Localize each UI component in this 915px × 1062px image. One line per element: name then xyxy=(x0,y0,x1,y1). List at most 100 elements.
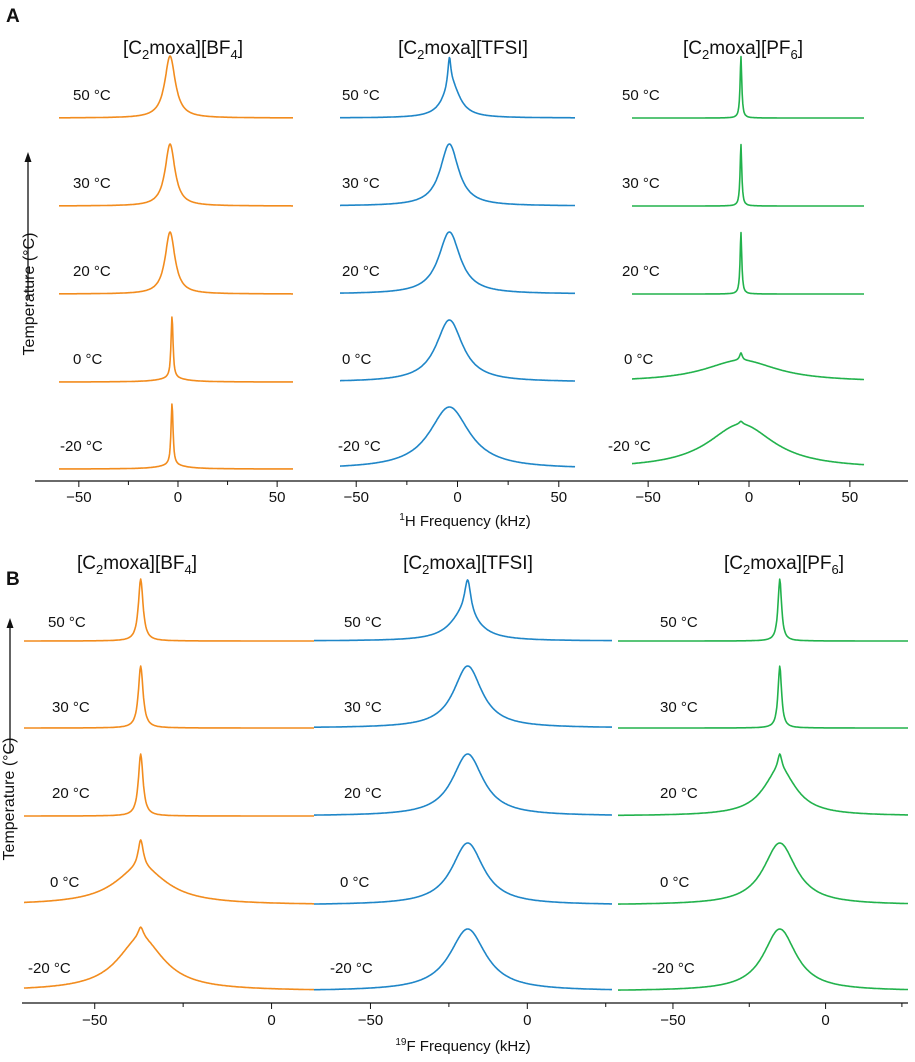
temperature-arrow-icon xyxy=(24,152,32,162)
x-axis-label-text: F Frequency (kHz) xyxy=(406,1038,530,1055)
spectrum-line xyxy=(631,55,865,119)
temperature-label: 20 °C xyxy=(52,785,90,802)
panel-A: A Temperature (°C) 1H Frequency (kHz) [C2mo… xyxy=(6,6,908,530)
x-tick-label: 0 xyxy=(453,489,461,506)
subplot-2: [C2moxa][TFSI] −50 0 50 °C 30 °C 20 °C 0 °C -20… xyxy=(313,553,613,1029)
spectrum-line xyxy=(313,665,613,729)
temperature-label: 50 °C xyxy=(660,614,698,631)
spectrum-line xyxy=(617,928,909,991)
spectrum-line xyxy=(617,842,909,905)
x-axis-label-isotope: 19 xyxy=(395,1037,407,1048)
temperature-label: 30 °C xyxy=(660,699,698,716)
x-tick-label: 50 xyxy=(842,489,859,506)
y-axis-label: Temperature (°C) xyxy=(1,738,18,861)
temperature-label: 0 °C xyxy=(73,351,103,368)
temperature-label: 50 °C xyxy=(342,87,380,104)
temperature-label: -20 °C xyxy=(330,960,373,977)
temperature-label: 30 °C xyxy=(342,175,380,192)
temperature-label: 50 °C xyxy=(344,614,382,631)
spectrum-line xyxy=(313,928,613,991)
panel-label: B xyxy=(6,569,20,590)
temperature-label: 0 °C xyxy=(342,351,372,368)
x-tick-label: −50 xyxy=(358,1012,383,1029)
temperature-label: 30 °C xyxy=(622,175,660,192)
x-tick-label: −50 xyxy=(66,489,91,506)
temperature-label: 30 °C xyxy=(52,699,90,716)
x-tick-label: 50 xyxy=(269,489,286,506)
subplot-title: [C2moxa][BF4] xyxy=(123,38,243,62)
temperature-label: 30 °C xyxy=(344,699,382,716)
temperature-label: 0 °C xyxy=(660,874,690,891)
spectrum-line xyxy=(339,56,576,119)
spectrum-line xyxy=(58,143,294,207)
x-tick-label: 50 xyxy=(550,489,567,506)
subplot-title: [C2moxa][TFSI] xyxy=(398,38,528,62)
subplot-3: [C2moxa][PF6] −50 0 50 50 °C 30 °C 20 °C 0 °C -2… xyxy=(608,38,865,506)
temperature-label: -20 °C xyxy=(60,438,103,455)
subplot-2: [C2moxa][TFSI] −50 0 50 50 °C 30 °C 20 °C 0 °C -… xyxy=(338,38,576,506)
spectrum-line xyxy=(23,665,315,729)
spectrum-line xyxy=(631,231,865,295)
subplot-title: [C2moxa][BF4] xyxy=(77,553,197,577)
spectrum-line xyxy=(631,352,865,381)
y-axis-label: Temperature (°C) xyxy=(21,233,38,356)
x-tick-label: −50 xyxy=(635,489,660,506)
spectrum-line xyxy=(313,579,613,642)
subplot-3: [C2moxa][PF6] −50 0 50 °C 30 °C 20 °C 0 °C -20 … xyxy=(617,553,909,1029)
spectrum-line xyxy=(617,665,909,729)
subplot-1: [C2moxa][BF4] −50 0 50 50 °C 30 °C 20 °C 0 °C -2… xyxy=(58,38,294,506)
x-tick-label: −50 xyxy=(660,1012,685,1029)
spectrum-line xyxy=(23,753,315,817)
x-tick-label: 0 xyxy=(267,1012,275,1029)
spectrum-line xyxy=(339,319,576,382)
x-tick-label: −50 xyxy=(343,489,368,506)
x-axis-label: 19F Frequency (kHz) xyxy=(395,1037,530,1055)
subplot-title: [C2moxa][PF6] xyxy=(724,553,844,577)
spectrum-line xyxy=(23,578,315,642)
spectrum-line xyxy=(58,55,294,119)
spectrum-line xyxy=(58,231,294,295)
temperature-label: 20 °C xyxy=(342,263,380,280)
temperature-label: -20 °C xyxy=(28,960,71,977)
temperature-label: 20 °C xyxy=(344,785,382,802)
temperature-label: 50 °C xyxy=(622,87,660,104)
subplot-title: [C2moxa][PF6] xyxy=(683,38,803,62)
temperature-label: -20 °C xyxy=(338,438,381,455)
x-axis-label-text: H Frequency (kHz) xyxy=(405,513,531,530)
temperature-label: -20 °C xyxy=(608,438,651,455)
temperature-label: 50 °C xyxy=(73,87,111,104)
spectrum-line xyxy=(617,753,909,817)
temperature-label: 30 °C xyxy=(73,175,111,192)
temperature-arrow-icon xyxy=(6,618,14,628)
x-axis-label: 1H Frequency (kHz) xyxy=(399,512,530,530)
spectrum-line xyxy=(631,143,865,207)
temperature-label: 50 °C xyxy=(48,614,86,631)
spectrum-line xyxy=(58,403,294,470)
spectrum-line xyxy=(23,839,315,905)
spectrum-line xyxy=(339,143,576,207)
temperature-label: -20 °C xyxy=(652,960,695,977)
spectrum-line xyxy=(23,926,315,991)
temperature-label: 0 °C xyxy=(50,874,80,891)
x-tick-label: 0 xyxy=(523,1012,531,1029)
x-tick-label: 0 xyxy=(821,1012,829,1029)
spectrum-line xyxy=(631,420,865,466)
spectrum-line xyxy=(313,753,613,816)
panel-label: A xyxy=(6,6,20,27)
subplot-1: [C2moxa][BF4] −50 0 50 °C 30 °C 20 °C 0 °C -20 … xyxy=(23,553,315,1029)
spectrum-line xyxy=(339,231,576,295)
spectrum-line xyxy=(58,316,294,383)
x-tick-label: −50 xyxy=(82,1012,107,1029)
subplot-title: [C2moxa][TFSI] xyxy=(403,553,533,577)
spectrum-line xyxy=(313,842,613,905)
temperature-label: 0 °C xyxy=(624,351,654,368)
x-tick-label: 0 xyxy=(174,489,182,506)
spectrum-line xyxy=(617,578,909,642)
panel-B: B Temperature (°C) 19F Frequency (kHz) [C2m… xyxy=(1,553,909,1055)
spectrum-line xyxy=(339,406,576,468)
temperature-label: 0 °C xyxy=(340,874,370,891)
temperature-label: 20 °C xyxy=(73,263,111,280)
x-tick-label: 0 xyxy=(745,489,753,506)
temperature-label: 20 °C xyxy=(622,263,660,280)
